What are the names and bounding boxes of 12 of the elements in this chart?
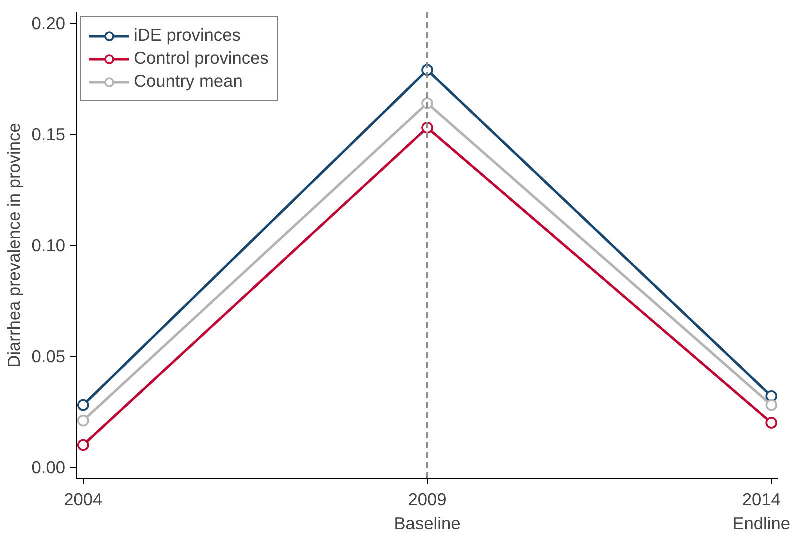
- legend-label: Control provinces: [134, 48, 269, 69]
- y-tick-label: 0.20: [32, 14, 66, 34]
- y-tick-label: 0.15: [32, 124, 66, 145]
- y-tick-label: 0.05: [32, 346, 66, 366]
- legend-label: iDE provinces: [134, 25, 241, 46]
- x-tick-label: 2009 Baseline: [394, 490, 461, 534]
- x-tick-label: 2004: [64, 490, 104, 510]
- y-tick-label: 0.00: [32, 457, 66, 478]
- y-axis-title: Diarrhea prevalence in province: [4, 123, 24, 368]
- y-tick-label: 0.10: [32, 236, 66, 256]
- legend-label: Country mean: [134, 71, 243, 92]
- x-tick-label: 2014 Endline: [732, 490, 791, 534]
